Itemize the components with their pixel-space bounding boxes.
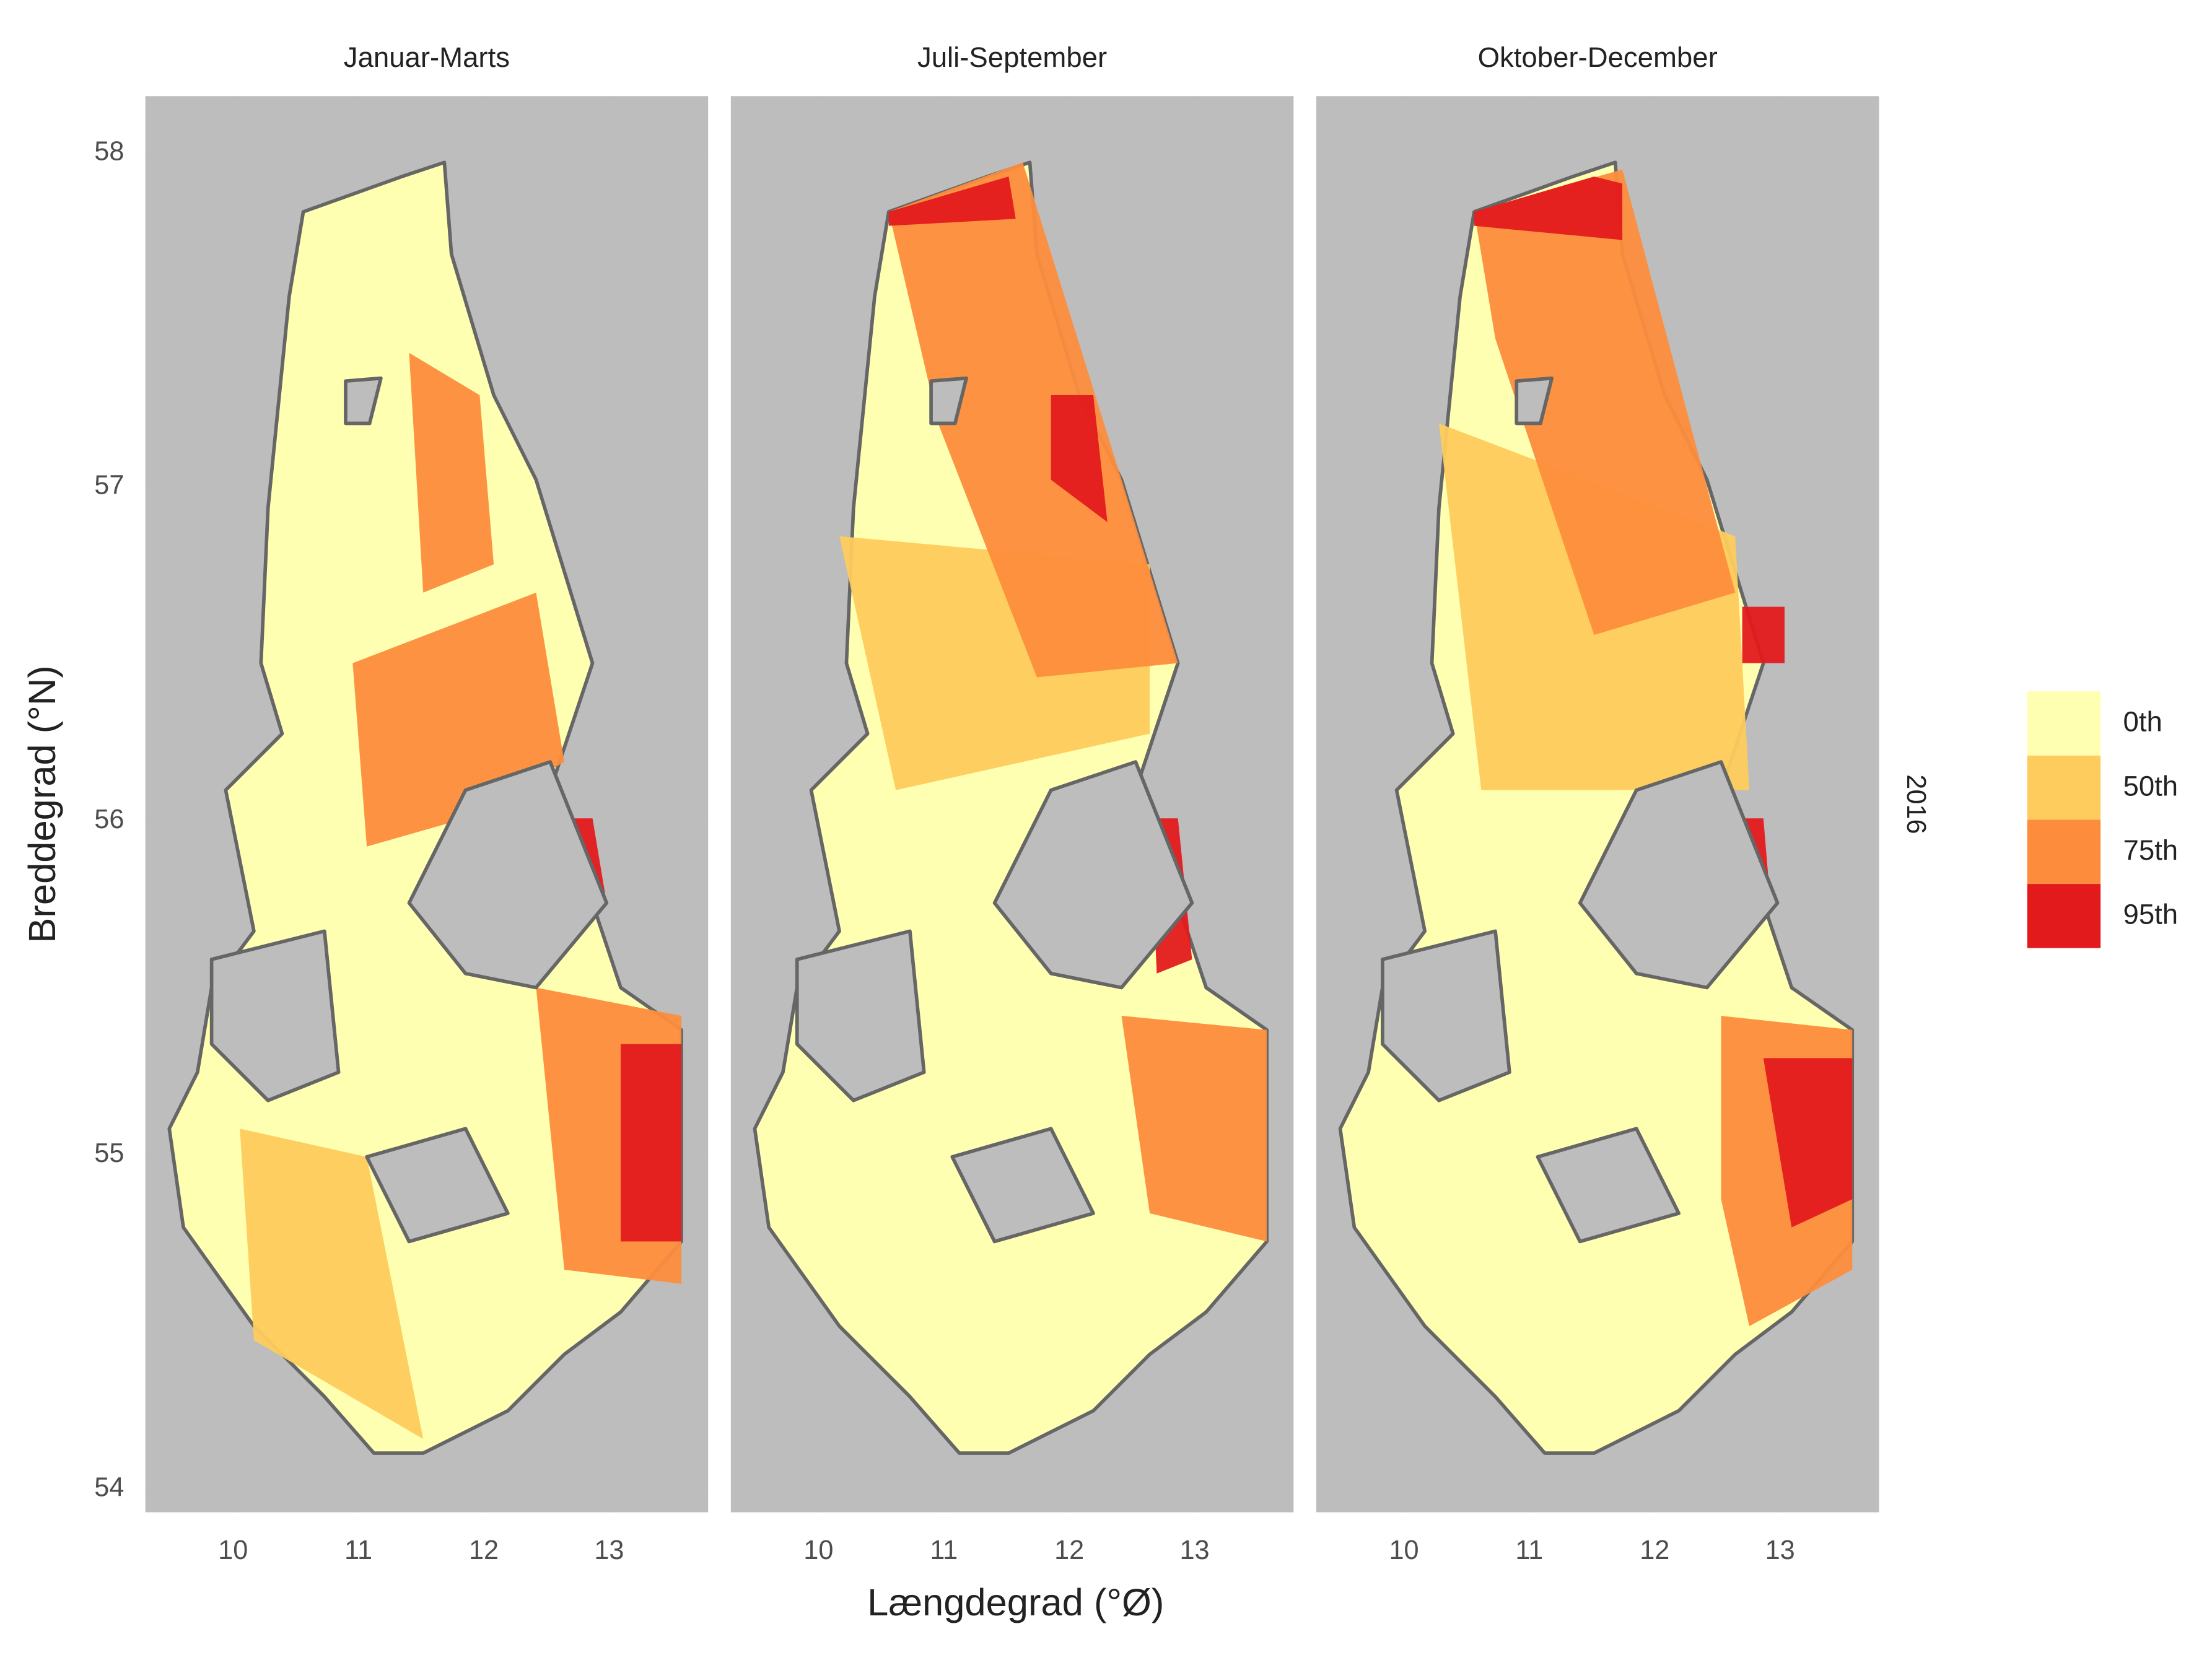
- y-tick-label: 57: [94, 471, 124, 500]
- percentile-zone: [1474, 169, 1736, 635]
- x-tick-label: 10: [803, 1535, 833, 1565]
- x-tick-label: 10: [218, 1535, 248, 1565]
- x-tick-label: 11: [930, 1535, 958, 1565]
- facet-title: Januar-Marts: [344, 41, 510, 73]
- percentile-zone: [621, 1044, 681, 1242]
- legend-swatch: [2027, 691, 2101, 756]
- facet: Juli-September 10 11 12 13: [730, 41, 1294, 1565]
- y-axis-label: Breddegrad (°N): [21, 665, 64, 943]
- facet: Oktober-December 10 11 12 13: [1316, 41, 1879, 1565]
- legend-swatch: [2027, 884, 2101, 948]
- percentile-zone: [1763, 1058, 1853, 1228]
- y-tick-label: 58: [94, 136, 124, 166]
- percentile-zone: [409, 352, 494, 593]
- percentile-zone: [888, 162, 1178, 678]
- percentile-zone: [240, 1129, 424, 1439]
- x-tick-label: 12: [1640, 1535, 1669, 1565]
- map: [1316, 96, 1879, 1513]
- percentile-zone: [888, 176, 1016, 226]
- x-tick-label: 11: [344, 1535, 372, 1565]
- x-tick-label: 10: [1389, 1535, 1419, 1565]
- percentile-zone: [1474, 176, 1623, 240]
- x-tick-label: 11: [1515, 1535, 1543, 1565]
- percentile-zone: [1742, 606, 1785, 663]
- legend-label: 95th: [2123, 899, 2179, 930]
- x-tick-label: 13: [1179, 1535, 1209, 1565]
- percentile-zone: [1121, 1016, 1267, 1242]
- x-tick-label: 13: [1765, 1535, 1795, 1565]
- y-tick-label: 55: [94, 1138, 124, 1168]
- legend-swatch: [2027, 819, 2101, 884]
- x-tick-label: 13: [594, 1535, 624, 1565]
- x-tick-label: 12: [469, 1535, 499, 1565]
- map: [146, 96, 709, 1513]
- strip-label: 2016: [1901, 774, 1931, 834]
- legend-label: 75th: [2123, 834, 2179, 866]
- facet: Januar-Marts 10 11 12 13 54 55 56 57 58: [94, 41, 709, 1565]
- facet-title: Oktober-December: [1478, 41, 1718, 73]
- percentile-zone: [1051, 395, 1108, 522]
- y-tick-label: 56: [94, 805, 124, 834]
- legend-label: 0th: [2123, 706, 2162, 738]
- legend-label: 50th: [2123, 770, 2179, 801]
- map: [731, 96, 1294, 1513]
- legend-swatch: [2027, 755, 2101, 820]
- y-tick-label: 54: [94, 1472, 124, 1502]
- x-axis-label: Længdegrad (°Ø): [867, 1581, 1164, 1624]
- facet-title: Juli-September: [917, 41, 1107, 73]
- x-tick-label: 12: [1054, 1535, 1084, 1565]
- map-panel: Januar-Marts 10 11 12 13 54 55 56 57 58 Juli-Septe…: [94, 41, 1879, 1565]
